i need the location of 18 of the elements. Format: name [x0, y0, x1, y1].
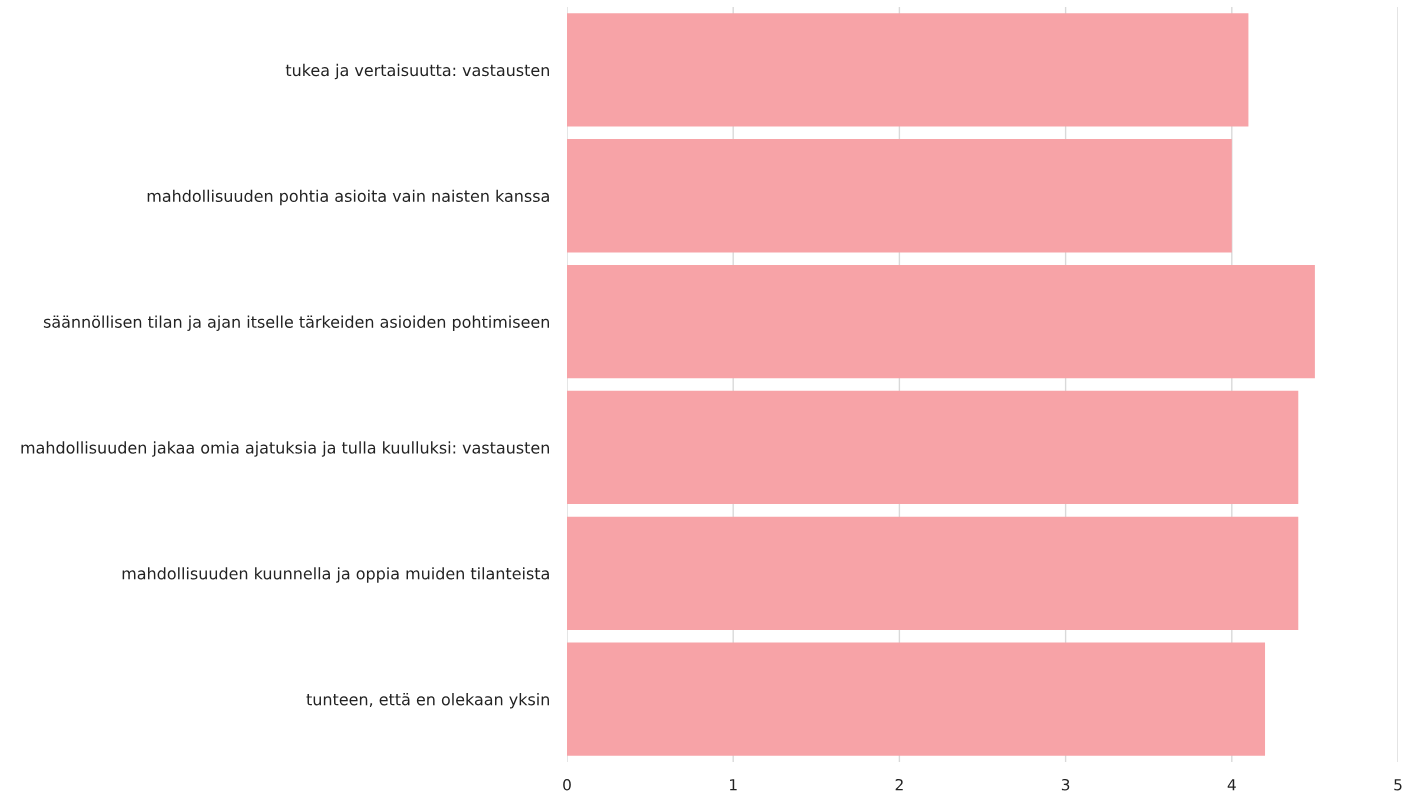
bar — [567, 13, 1249, 127]
x-tick-label: 0 — [563, 778, 571, 791]
bar — [567, 264, 1315, 379]
bar — [567, 642, 1266, 756]
y-tick-label: mahdollisuuden kuunnella ja oppia muiden tilanteista — [122, 567, 549, 583]
y-tick-label: mahdollisuuden pohtia asioita vain naisten kanssa — [147, 189, 549, 206]
y-tick-label: tukea ja vertaisuutta: vastausten — [285, 63, 549, 80]
x-tick-label: 3 — [1061, 778, 1070, 791]
x-tick-label: 2 — [895, 778, 903, 791]
bar — [567, 390, 1299, 505]
y-tick-label: säännöllisen tilan ja ajan itselle tärkeiden asioiden pohtimiseen — [43, 315, 549, 331]
y-tick-label: mahdollisuuden jakaa omia ajatuksia ja tulla kuulluksi: vastausten — [21, 441, 549, 457]
bar — [567, 516, 1299, 630]
x-tick-label: 5 — [1394, 779, 1402, 791]
x-tick-label: 1 — [730, 779, 737, 791]
bar — [567, 139, 1232, 253]
x-tick-label: 4 — [1227, 779, 1236, 791]
y-tick-label: tunteen, että en olekaan yksin — [306, 693, 549, 709]
